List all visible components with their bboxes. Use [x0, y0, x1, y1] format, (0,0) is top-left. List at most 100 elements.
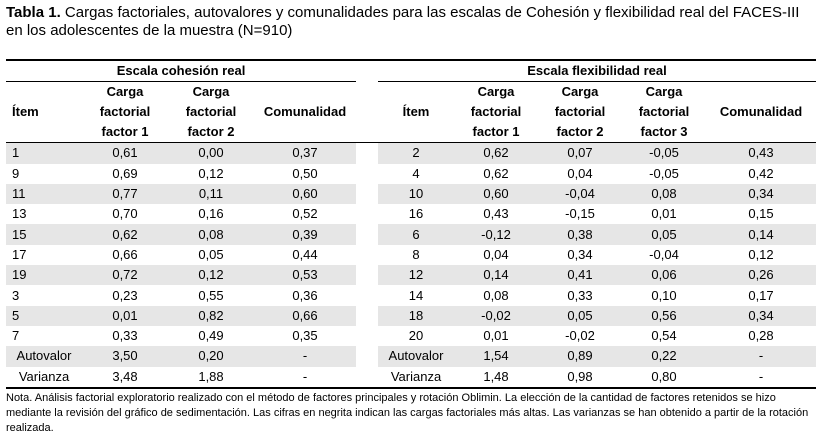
cell-value-left: 0,16: [198, 206, 224, 222]
caption-text: Cargas factoriales, autovalores y comuna…: [6, 4, 800, 39]
cell-value-left: 0,08: [168, 224, 254, 245]
table-row: 13 0,70 0,16 0,52 16 0,43 -0,15 0,01 0,15: [6, 204, 816, 224]
cell-value-left: 0,62: [82, 224, 168, 245]
table-caption: Tabla 1. Cargas factoriales, autovalores…: [6, 4, 818, 40]
cell-item-right: 10: [378, 183, 454, 205]
cell-value-left: 0,00: [168, 142, 254, 164]
cell-value-right: 0,26: [706, 265, 816, 286]
cell-value-right: 0,01: [651, 206, 677, 222]
cell-value-left: 0,52: [292, 206, 318, 222]
table-row: 9 0,69 0,12 0,50 4 0,62 0,04 -0,05 0,42: [6, 164, 816, 184]
cell-value-right: 0,12: [748, 246, 774, 262]
table-row: 19 0,72 0,12 0,53 12 0,14 0,41 0,06 0,26: [6, 265, 816, 286]
cell-value-left: 0,77: [82, 183, 168, 205]
table-row: 15 0,62 0,08 0,39 6 -0,12 0,38 0,05 0,14: [6, 224, 816, 245]
table-row: 3 0,23 0,55 0,36 14 0,08 0,33 0,10 0,17: [6, 285, 816, 305]
cell-value-right: 0,56: [622, 305, 706, 326]
cell-value-right: 0,04: [567, 165, 593, 181]
cell-item-right: 8: [412, 246, 420, 262]
cell-value-right: 0,34: [706, 305, 816, 326]
cell-value-left: 0,37: [254, 142, 356, 164]
cell-value-right: 0,80: [651, 368, 677, 384]
table-row: Autovalor 3,50 0,20- Autovalor 1,54 0,89 0,22-: [6, 346, 816, 367]
col-header-right-factor1: Carga factorial factor 1: [470, 84, 522, 140]
cell-value-right: -0,15: [565, 206, 595, 222]
cell-item-right: 16: [408, 206, 424, 222]
cell-value-left: -: [302, 368, 308, 384]
cell-item-right: 20: [408, 328, 424, 344]
group-header-row: Escala cohesión real Escala flexibilidad…: [6, 60, 816, 83]
cell-value-right: 0,54: [651, 328, 677, 344]
table-row: 17 0,66 0,05 0,44 8 0,04 0,34 -0,04 0,12: [6, 245, 816, 265]
cell-value-right: 0,10: [651, 287, 677, 303]
cell-value-right: 0,08: [622, 183, 706, 205]
cell-item-left: 13: [12, 206, 27, 222]
cell-value-left: 0,36: [292, 287, 318, 303]
cell-value-left: 0,66: [254, 305, 356, 326]
table-row: Varianza 3,48 1,88 - Varianza 1,48 0,98 0,80 -: [6, 367, 816, 388]
cell-value-left: 0,53: [254, 265, 356, 286]
cell-value-right: 0,42: [748, 165, 774, 181]
cell-item-left: 15: [6, 224, 82, 245]
cell-value-right: 1,48: [483, 368, 509, 384]
col-header-right-factor2: Carga factorial factor 2: [554, 84, 606, 140]
cell-value-left: 3,48: [112, 368, 138, 384]
cell-value-left: 3,50: [82, 346, 168, 367]
cell-item-left: 7: [12, 328, 20, 344]
cell-value-right: 0,15: [748, 206, 774, 222]
cell-value-right: -0,02: [565, 328, 595, 344]
cell-value-left: 0,72: [82, 265, 168, 286]
cell-value-right: 0,17: [748, 287, 774, 303]
cell-value-right: 0,22: [622, 346, 706, 367]
cell-value-right: 0,34: [567, 246, 593, 262]
cell-item-left: 3: [12, 287, 20, 303]
table-row: 7 0,33 0,49 0,35 20 0,01 -0,02 0,54 0,28: [6, 326, 816, 346]
cell-value-left: 0,55: [198, 287, 224, 303]
cell-value-left: 0,60: [254, 183, 356, 205]
cell-value-left: 0,33: [112, 328, 138, 344]
cell-value-left: 1,88: [198, 368, 224, 384]
col-header-item-right: Ítem: [402, 104, 430, 120]
col-header-right-factor3: Carga factorial factor 3: [638, 84, 690, 140]
cell-item-right: 4: [412, 165, 420, 181]
cell-value-left: 0,69: [112, 165, 138, 181]
cell-item-left: Varianza: [18, 368, 70, 384]
col-header-right-communality: Comunalidad: [719, 104, 803, 120]
col-header-left-factor1: Carga factorial factor 1: [99, 84, 151, 140]
cell-value-right: 0,28: [748, 328, 774, 344]
cell-value-right: 0,01: [483, 328, 509, 344]
col-header-left-factor2: Carga factorial factor 2: [185, 84, 237, 140]
table-row: 11 0,77 0,11 0,60 10 0,60 -0,04 0,08 0,34: [6, 183, 816, 205]
cell-value-right: 0,14: [706, 224, 816, 245]
cell-value-right: 0,07: [538, 142, 622, 164]
cell-value-left: 0,39: [254, 224, 356, 245]
cell-item-left: 1: [6, 142, 82, 164]
cell-item-right: 12: [378, 265, 454, 286]
cell-value-right: -0,05: [649, 165, 679, 181]
cell-item-left: 5: [6, 305, 82, 326]
cell-value-right: 0,89: [538, 346, 622, 367]
cell-value-right: -0,12: [454, 224, 538, 245]
group-flexibility-label: Escala flexibilidad real: [378, 60, 816, 83]
col-header-left-communality: Comunalidad: [263, 104, 347, 120]
column-header-row: Ítem Carga factorial factor 1 Carga fact…: [6, 82, 816, 143]
cell-value-left: 0,11: [168, 183, 254, 205]
cell-value-right: 0,43: [706, 142, 816, 164]
table-row: 5 0,01 0,82 0,66 18 -0,02 0,05 0,56 0,34: [6, 305, 816, 326]
group-cohesion-label: Escala cohesión real: [6, 60, 356, 83]
cell-value-left: 0,70: [112, 206, 138, 222]
cell-value-left: 0,12: [198, 165, 224, 181]
cell-value-right: 1,54: [454, 346, 538, 367]
cell-item-right: 2: [378, 142, 454, 164]
cell-item-left: 19: [6, 265, 82, 286]
cell-value-left: 0,50: [292, 165, 318, 181]
table-note: Nota. Análisis factorial exploratorio re…: [6, 392, 809, 434]
cell-value-left: 0,23: [112, 287, 138, 303]
cell-value-right: 0,62: [483, 165, 509, 181]
cell-value-right: -0,04: [538, 183, 622, 205]
cell-value-left: 0,01: [82, 305, 168, 326]
cell-item-right: Autovalor: [378, 346, 454, 367]
cell-value-right: 0,08: [483, 287, 509, 303]
cell-value-left: -: [254, 346, 356, 367]
